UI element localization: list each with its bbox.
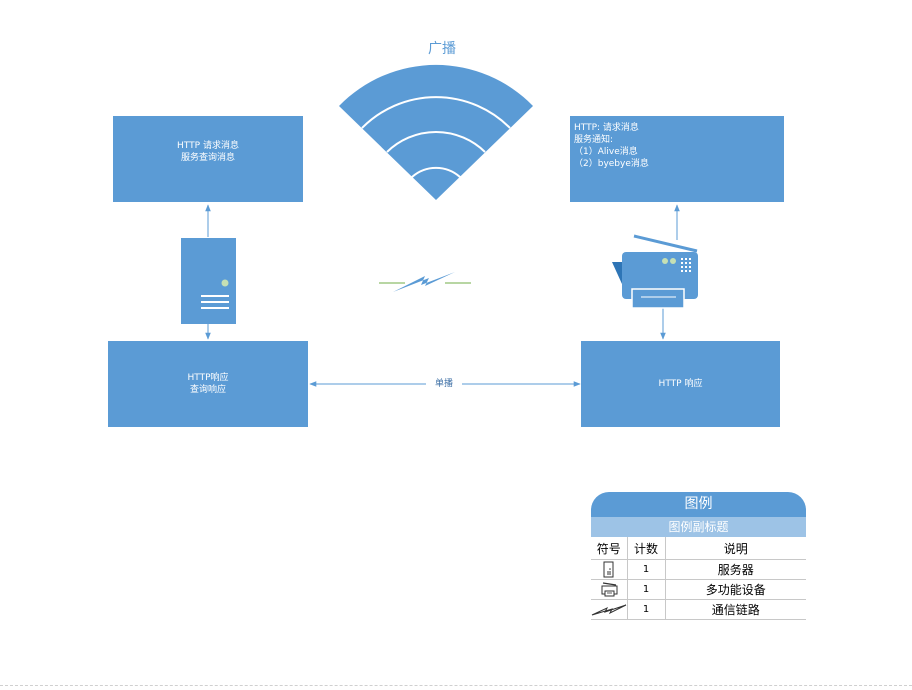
- legend-title: 图例: [591, 492, 806, 517]
- server-icon: [181, 238, 236, 324]
- legend-symbol-cell: [591, 559, 627, 580]
- legend-header-count: 计数: [626, 537, 666, 560]
- legend-symbol-cell: [591, 599, 627, 620]
- legend-row: 1 通信链路: [591, 599, 806, 620]
- box-line: 服务通知:: [574, 135, 614, 145]
- comm-link-icon: [591, 604, 627, 616]
- multifunction-device-icon: [601, 582, 618, 597]
- comm-link-icon: [379, 272, 471, 292]
- legend-header-row: 符号 计数 说明: [591, 537, 806, 560]
- legend-desc: 服务器: [665, 559, 806, 580]
- legend: 图例 图例副标题 符号 计数 说明 1 服务器: [591, 492, 806, 620]
- legend-row: 1 服务器: [591, 559, 806, 580]
- legend-count: 1: [626, 559, 666, 580]
- legend-count: 1: [626, 599, 666, 620]
- legend-table: 符号 计数 说明 1 服务器: [591, 537, 806, 620]
- broadcast-label: 广播: [428, 41, 456, 57]
- legend-row: 1 多功能设备: [591, 579, 806, 600]
- page-bottom-border: [0, 685, 912, 686]
- http-response-box-right: HTTP 响应: [581, 341, 780, 427]
- box-line: HTTP响应: [187, 373, 229, 383]
- legend-count: 1: [626, 579, 666, 600]
- box-line: HTTP: 请求消息: [574, 123, 639, 133]
- legend-header-symbol: 符号: [591, 537, 627, 560]
- server-icon: [603, 561, 614, 578]
- legend-subtitle: 图例副标题: [591, 517, 806, 537]
- box-line: （2）byebye消息: [574, 159, 649, 169]
- box-line: HTTP 请求消息: [177, 141, 239, 151]
- legend-desc: 通信链路: [665, 599, 806, 620]
- http-response-box-left: HTTP响应 查询响应: [108, 341, 308, 427]
- legend-desc: 多功能设备: [665, 579, 806, 600]
- http-request-box: HTTP 请求消息 服务查询消息: [113, 116, 303, 202]
- legend-header-desc: 说明: [665, 537, 806, 560]
- box-line: （1）Alive消息: [574, 147, 638, 157]
- box-line: 查询响应: [189, 385, 226, 395]
- box-line: 服务查询消息: [180, 153, 235, 163]
- multifunction-device-icon: [612, 234, 698, 309]
- unicast-label: 单播: [426, 376, 462, 389]
- legend-symbol-cell: [591, 579, 627, 600]
- service-notify-box: HTTP: 请求消息 服务通知: （1）Alive消息 （2）byebye消息: [570, 116, 784, 202]
- wifi-icon: [339, 64, 533, 200]
- box-line: HTTP 响应: [658, 379, 703, 389]
